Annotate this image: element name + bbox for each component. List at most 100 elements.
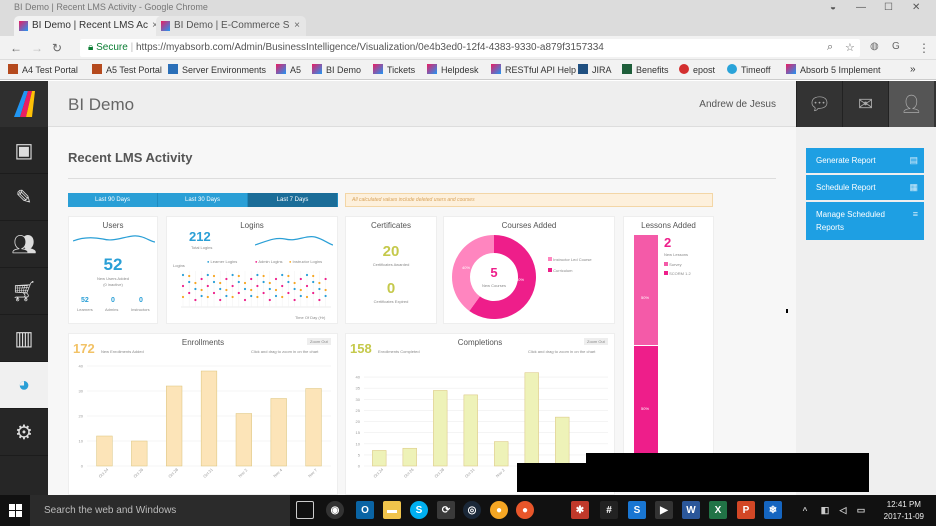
login-point[interactable] bbox=[181, 273, 185, 277]
powerpoint-icon[interactable]: P bbox=[737, 501, 755, 519]
login-point[interactable] bbox=[293, 281, 296, 285]
login-point[interactable] bbox=[287, 280, 290, 284]
bookmark-absorb5[interactable]: Absorb 5 Implement bbox=[786, 64, 881, 75]
enrollments-bar-chart[interactable]: 0 10 20 30 40 Oct 24 Oct 26 Oct 28 Oct 31 Nov 2 No… bbox=[69, 358, 339, 495]
login-point[interactable] bbox=[299, 277, 302, 281]
bar[interactable] bbox=[305, 388, 322, 467]
user-name[interactable]: Andrew de Jesus bbox=[699, 99, 776, 110]
bar[interactable] bbox=[494, 441, 509, 467]
login-point[interactable] bbox=[293, 298, 296, 302]
sidebar-item-settings[interactable]: ⚙ bbox=[0, 409, 48, 456]
back-icon[interactable]: ← bbox=[10, 41, 22, 55]
bookmark-helpdesk[interactable]: Helpdesk bbox=[427, 64, 479, 75]
login-point[interactable] bbox=[299, 288, 302, 292]
login-point[interactable] bbox=[219, 298, 222, 302]
bookmark-restful[interactable]: RESTful API Help bbox=[491, 64, 576, 75]
slack-icon[interactable]: # bbox=[600, 501, 618, 519]
mail-icon[interactable]: ✉ bbox=[842, 81, 888, 127]
bar[interactable] bbox=[433, 390, 448, 467]
login-point[interactable] bbox=[206, 284, 209, 288]
login-point[interactable] bbox=[231, 273, 234, 277]
range-7-days[interactable]: Last 7 Days bbox=[248, 193, 338, 207]
profile-icon[interactable]: 👤︎ bbox=[888, 81, 934, 127]
outlook-icon[interactable]: O bbox=[356, 501, 374, 519]
bar[interactable] bbox=[463, 394, 478, 467]
bookmark-epost[interactable]: epost bbox=[679, 64, 715, 75]
schedule-report-button[interactable]: Schedule Report ▦ bbox=[806, 175, 924, 200]
login-point[interactable] bbox=[250, 277, 253, 281]
login-point[interactable] bbox=[200, 288, 203, 292]
bar[interactable] bbox=[524, 372, 539, 467]
extension-icon[interactable]: ◍ bbox=[870, 41, 879, 52]
login-point[interactable] bbox=[237, 280, 240, 284]
completions-bar-chart[interactable]: 0 5 10 15 20 25 30 35 40 Oct 24 Oct 26 Oct 28 Oct 31… bbox=[346, 358, 616, 495]
login-point[interactable] bbox=[188, 291, 191, 295]
login-point[interactable] bbox=[324, 277, 327, 281]
login-point[interactable] bbox=[318, 298, 321, 302]
bar[interactable] bbox=[372, 450, 387, 467]
reload-icon[interactable]: ↻ bbox=[52, 41, 63, 55]
taskbar-search[interactable]: Search the web and Windows bbox=[30, 495, 290, 526]
login-point[interactable] bbox=[181, 284, 185, 288]
chat-icon[interactable]: 💬︎ bbox=[796, 81, 842, 127]
login-point[interactable] bbox=[225, 288, 228, 292]
menu-icon[interactable]: ⋮ bbox=[918, 41, 930, 55]
login-point[interactable] bbox=[299, 294, 302, 298]
tab-recent-lms[interactable]: BI Demo | Recent LMS Ac × bbox=[14, 16, 164, 36]
close-tab-icon[interactable]: × bbox=[294, 20, 300, 31]
login-point[interactable] bbox=[268, 281, 271, 285]
chrome-icon[interactable]: ◉ bbox=[326, 501, 344, 519]
login-point[interactable] bbox=[188, 274, 191, 278]
login-point[interactable] bbox=[281, 295, 284, 299]
bookmark-jira[interactable]: JIRA bbox=[578, 64, 612, 75]
login-point[interactable] bbox=[243, 281, 247, 285]
tray-up-icon[interactable]: ^ bbox=[802, 505, 808, 515]
login-point[interactable] bbox=[287, 291, 290, 295]
login-point[interactable] bbox=[250, 288, 253, 292]
login-point[interactable] bbox=[274, 277, 278, 281]
login-point[interactable] bbox=[188, 280, 191, 284]
media-icon[interactable]: ▶ bbox=[655, 501, 673, 519]
login-point[interactable] bbox=[231, 295, 234, 299]
login-point[interactable] bbox=[305, 284, 309, 288]
bar[interactable] bbox=[96, 435, 113, 467]
login-point[interactable] bbox=[256, 295, 259, 299]
login-point[interactable] bbox=[324, 294, 327, 298]
donut-slice[interactable] bbox=[452, 235, 494, 311]
bar[interactable] bbox=[200, 370, 218, 467]
login-point[interactable] bbox=[231, 284, 234, 288]
bar[interactable] bbox=[270, 398, 287, 467]
range-30-days[interactable]: Last 30 Days bbox=[158, 193, 248, 207]
bar[interactable] bbox=[402, 447, 417, 467]
login-point[interactable] bbox=[312, 280, 315, 284]
login-point[interactable] bbox=[225, 277, 228, 281]
app-icon-4[interactable]: ✱ bbox=[571, 501, 589, 519]
word-icon[interactable]: W bbox=[682, 501, 700, 519]
range-90-days[interactable]: Last 90 Days bbox=[68, 193, 158, 207]
more-bookmarks-icon[interactable]: » bbox=[910, 64, 916, 75]
login-point[interactable] bbox=[305, 273, 309, 277]
user-icon[interactable]: ◒ bbox=[830, 2, 837, 13]
bookmark-server-env[interactable]: Server Environments bbox=[168, 64, 266, 75]
sidebar-item-dashboard[interactable]: ▣ bbox=[0, 127, 48, 174]
network-icon[interactable]: ◧ bbox=[820, 504, 830, 515]
login-point[interactable] bbox=[225, 294, 228, 298]
generate-report-button[interactable]: Generate Report ▤ bbox=[806, 148, 924, 173]
app-icon-6[interactable]: ❄ bbox=[764, 501, 782, 519]
login-point[interactable] bbox=[212, 274, 216, 278]
login-point[interactable] bbox=[237, 291, 240, 295]
login-point[interactable] bbox=[250, 294, 253, 298]
login-point[interactable] bbox=[262, 274, 265, 278]
login-point[interactable] bbox=[268, 287, 271, 291]
bar[interactable] bbox=[166, 385, 183, 467]
bookmark-star-icon[interactable]: ☆ bbox=[845, 42, 855, 54]
login-point[interactable] bbox=[281, 273, 284, 277]
login-point[interactable] bbox=[212, 291, 216, 295]
sidebar-item-ecommerce[interactable]: 🛒︎ bbox=[0, 268, 48, 315]
task-view-icon[interactable] bbox=[296, 501, 314, 519]
clock[interactable]: 12:41 PM 2017-11-09 bbox=[884, 499, 924, 523]
login-point[interactable] bbox=[206, 295, 209, 299]
login-point[interactable] bbox=[262, 291, 265, 295]
bar[interactable] bbox=[555, 416, 570, 467]
app-icon-5[interactable]: S bbox=[628, 501, 646, 519]
